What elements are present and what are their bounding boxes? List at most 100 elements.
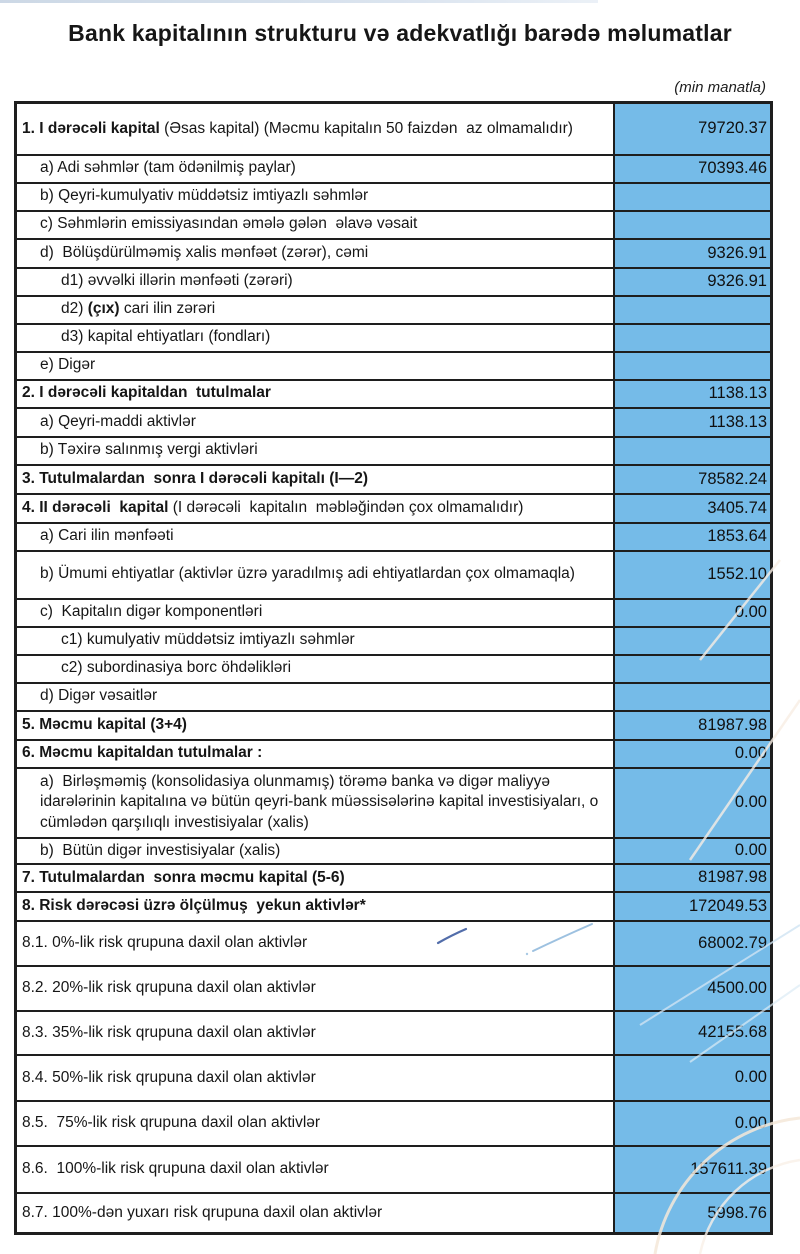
row-label-text: (I dərəcəli kapitalın məbləğindən çox ol…: [168, 498, 524, 516]
row-label-bold-text: 7. Tutulmalardan sonra məcmu kapital (5-…: [22, 868, 345, 886]
table-row: b) Qeyri-kumulyativ müddətsiz imtiyazlı …: [14, 181, 773, 212]
row-label-bold-text: 3. Tutulmalardan sonra I dərəcəli kapita…: [22, 469, 368, 487]
page-title: Bank kapitalının strukturu və adekvatlığ…: [68, 20, 732, 46]
row-label-cell: 8.3. 35%-lik risk qrupuna daxil olan akt…: [14, 1009, 615, 1056]
table-row: 8.1. 0%-lik risk qrupuna daxil olan akti…: [14, 919, 773, 967]
row-value-cell: 0.00: [612, 597, 773, 628]
row-label-cell: a) Birləşməmiş (konsolidasiya olunmamış)…: [14, 766, 615, 839]
row-label-cell: 6. Məcmu kapitaldan tutulmalar :: [14, 738, 615, 769]
table-row: e) Digər: [14, 350, 773, 381]
row-label-cell: 8.5. 75%-lik risk qrupuna daxil olan akt…: [14, 1099, 615, 1147]
table-row: 3. Tutulmalardan sonra I dərəcəli kapita…: [14, 463, 773, 495]
row-value-cell: 79720.37: [612, 101, 773, 156]
row-value-cell: 4500.00: [612, 964, 773, 1012]
row-label-cell: d) Digər vəsaitlər: [14, 681, 615, 712]
unit-note: (min manatla): [674, 79, 766, 96]
table-row: 8.5. 75%-lik risk qrupuna daxil olan akt…: [14, 1099, 773, 1147]
row-label-cell: b) Qeyri-kumulyativ müddətsiz imtiyazlı …: [14, 181, 615, 212]
row-label-cell: 8.4. 50%-lik risk qrupuna daxil olan akt…: [14, 1053, 615, 1102]
row-value-cell: 172049.53: [612, 890, 773, 922]
row-value-cell: [612, 435, 773, 466]
row-label-cell: b) Ümumi ehtiyatlar (aktivlər üzrə yarad…: [14, 549, 615, 600]
row-label-text: a) Cari ilin mənfəəti: [40, 527, 174, 545]
row-value-cell: [612, 209, 773, 240]
table-row: c2) subordinasiya borc öhdəlikləri: [14, 653, 773, 684]
row-value-cell: 0.00: [612, 766, 773, 839]
table-row: d) Digər vəsaitlər: [14, 681, 773, 712]
row-label-cell: a) Qeyri-maddi aktivlər: [14, 406, 615, 438]
row-label-text: e) Digər: [40, 356, 96, 374]
table-row: 4. II dərəcəli kapital (I dərəcəli kapit…: [14, 492, 773, 524]
row-value-cell: 9326.91: [612, 266, 773, 297]
table-row: c) Kapitalın digər komponentləri 0.00: [14, 597, 773, 628]
row-value-cell: 1853.64: [612, 521, 773, 552]
row-label-text: b) Ümumi ehtiyatlar (aktivlər üzrə yarad…: [40, 565, 575, 583]
capital-structure-table: 1. I dərəcəli kapital (Əsas kapital) (Mə…: [14, 101, 773, 1236]
row-value-cell: [612, 350, 773, 381]
row-label-text: a) Adi səhmlər (tam ödənilmiş paylar): [40, 159, 296, 177]
table-row: 2. I dərəcəli kapitaldan tutulmalar 1138.…: [14, 378, 773, 409]
row-value-cell: 1138.13: [612, 378, 773, 409]
row-label-text: d) Bölüşdürülməmiş xalis mənfəət (zərər)…: [40, 243, 369, 261]
row-label-cell: 8.6. 100%-lik risk qrupuna daxil olan ak…: [14, 1144, 615, 1194]
row-label-cell: c1) kumulyativ müddətsiz imtiyazlı səhml…: [14, 625, 615, 656]
row-label-bold-text: 6. Məcmu kapitaldan tutulmalar :: [22, 744, 263, 762]
row-value-cell: 5998.76: [612, 1191, 773, 1235]
row-label-cell: 4. II dərəcəli kapital (I dərəcəli kapit…: [14, 492, 615, 524]
row-value-cell: 1552.10: [612, 549, 773, 600]
row-label-cell: 3. Tutulmalardan sonra I dərəcəli kapita…: [14, 463, 615, 495]
row-label-cell: d) Bölüşdürülməmiş xalis mənfəət (zərər)…: [14, 237, 615, 269]
table-row: d2) (çıx) cari ilin zərəri: [14, 294, 773, 325]
table-row: 1. I dərəcəli kapital (Əsas kapital) (Mə…: [14, 101, 773, 156]
row-value-cell: 81987.98: [612, 709, 773, 741]
table-row: a) Adi səhmlər (tam ödənilmiş paylar) 703…: [14, 153, 773, 184]
row-label-cell: d3) kapital ehtiyatları (fondları): [14, 322, 615, 353]
row-value-cell: [612, 681, 773, 712]
row-label-text: d2): [61, 300, 88, 318]
row-label-cell: d2) (çıx) cari ilin zərəri: [14, 294, 615, 325]
row-label-cell: 8. Risk dərəcəsi üzrə ölçülmuş yekun akt…: [14, 890, 615, 922]
row-label-cell: 2. I dərəcəli kapitaldan tutulmalar: [14, 378, 615, 409]
row-value-cell: [612, 181, 773, 212]
row-value-cell: 78582.24: [612, 463, 773, 495]
row-label-text: d3) kapital ehtiyatları (fondları): [61, 328, 271, 346]
row-label-cell: c2) subordinasiya borc öhdəlikləri: [14, 653, 615, 684]
table-row: d3) kapital ehtiyatları (fondları): [14, 322, 773, 353]
row-label-bold-text: 2. I dərəcəli kapitaldan tutulmalar: [22, 384, 271, 402]
row-value-cell: 3405.74: [612, 492, 773, 524]
row-label-cell: a) Cari ilin mənfəəti: [14, 521, 615, 552]
table-row: b) Təxirə salınmış vergi aktivləri: [14, 435, 773, 466]
table-row: b) Ümumi ehtiyatlar (aktivlər üzrə yarad…: [14, 549, 773, 600]
row-label-text: a) Birləşməmiş (konsolidasiya olunmamış)…: [40, 772, 603, 831]
row-label-cell: a) Adi səhmlər (tam ödənilmiş paylar): [14, 153, 615, 184]
row-label-text: 8.6. 100%-lik risk qrupuna daxil olan ak…: [22, 1160, 329, 1178]
table-row: 7. Tutulmalardan sonra məcmu kapital (5-…: [14, 862, 773, 893]
row-label-text: b) Bütün digər investisiyalar (xalis): [40, 841, 281, 859]
table-row: c1) kumulyativ müddətsiz imtiyazlı səhml…: [14, 625, 773, 656]
row-label-text: 8.3. 35%-lik risk qrupuna daxil olan akt…: [22, 1023, 316, 1041]
row-label-text: 8.7. 100%-dən yuxarı risk qrupuna daxil …: [22, 1203, 383, 1221]
scan-edge-strip: [0, 0, 598, 3]
row-label-text: b) Təxirə salınmış vergi aktivləri: [40, 441, 258, 459]
row-label-text: c) Kapitalın digər komponentləri: [40, 603, 263, 621]
table-row: b) Bütün digər investisiyalar (xalis) 0.0…: [14, 836, 773, 865]
row-label-text: 8.4. 50%-lik risk qrupuna daxil olan akt…: [22, 1068, 316, 1086]
row-value-cell: 0.00: [612, 1099, 773, 1147]
row-label-cell: 1. I dərəcəli kapital (Əsas kapital) (Mə…: [14, 101, 615, 156]
table-row: a) Birləşməmiş (konsolidasiya olunmamış)…: [14, 766, 773, 839]
row-label-text: b) Qeyri-kumulyativ müddətsiz imtiyazlı …: [40, 187, 369, 205]
row-label-text: a) Qeyri-maddi aktivlər: [40, 412, 196, 430]
table-row: 8.6. 100%-lik risk qrupuna daxil olan ak…: [14, 1144, 773, 1194]
row-label-bold-text: 5. Məcmu kapital (3+4): [22, 715, 187, 733]
table-row: a) Cari ilin mənfəəti 1853.64: [14, 521, 773, 552]
row-label-text: d1) əvvəlki illərin mənfəəti (zərəri): [61, 272, 293, 290]
row-label-cell: 8.2. 20%-lik risk qrupuna daxil olan akt…: [14, 964, 615, 1012]
row-value-cell: 42155.68: [612, 1009, 773, 1056]
row-label-cell: 5. Məcmu kapital (3+4): [14, 709, 615, 741]
row-label-text: c1) kumulyativ müddətsiz imtiyazlı səhml…: [61, 631, 355, 649]
row-value-cell: 81987.98: [612, 862, 773, 893]
row-value-cell: 0.00: [612, 836, 773, 865]
table-row: 8. Risk dərəcəsi üzrə ölçülmuş yekun akt…: [14, 890, 773, 922]
table-row: 5. Məcmu kapital (3+4) 81987.98: [14, 709, 773, 741]
row-label-bold-text: 8. Risk dərəcəsi üzrə ölçülmuş yekun akt…: [22, 897, 366, 915]
